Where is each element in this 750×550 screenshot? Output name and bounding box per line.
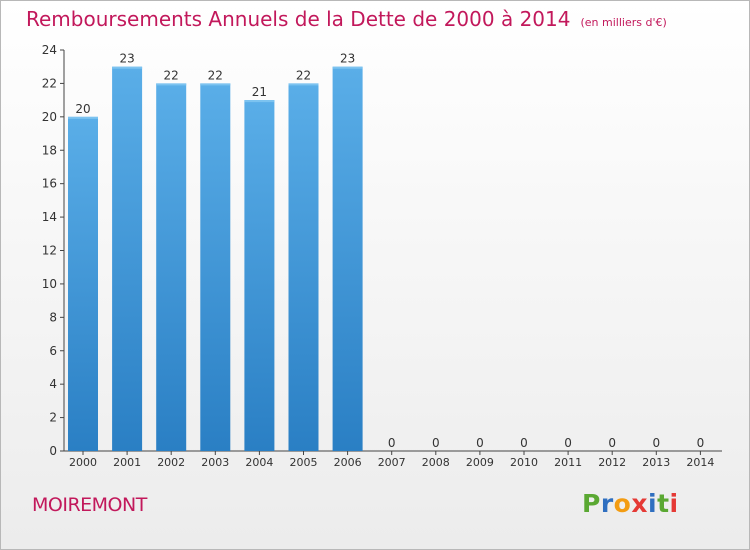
bar-highlight [332,66,363,69]
value-label: 0 [432,436,440,450]
bar-2006 [332,66,363,451]
logo-letter: P [582,489,601,518]
bar-2001 [112,66,143,451]
x-tick-label: 2008 [422,456,450,469]
bar-2000 [68,116,98,451]
x-tick-label: 2000 [69,456,97,469]
logo-letter: t [657,489,670,518]
x-tick-label: 2011 [554,456,582,469]
logo-letter: r [600,489,614,518]
y-tick-label: 12 [42,244,57,258]
value-label: 23 [119,52,134,66]
x-tick-label: 2004 [245,456,273,469]
y-tick-label: 0 [49,444,57,458]
bar-highlight [68,116,98,119]
value-label: 0 [520,436,528,450]
y-tick-label: 18 [42,143,57,157]
bar-2004 [244,100,275,451]
y-tick-label: 2 [49,411,57,425]
place-name: MOIREMONT [32,494,147,516]
logo-letter: i [669,489,679,518]
value-label: 22 [208,68,223,82]
x-axis: 2000 2001 2002 2003 2004 2005 2006 2007 2008 2009… [64,450,722,469]
y-tick-label: 24 [42,43,57,57]
x-tick-label: 2012 [598,456,626,469]
y-tick-label: 16 [42,177,57,191]
value-label: 0 [697,436,705,450]
y-tick-label: 8 [49,310,57,324]
bar-highlight [112,66,143,69]
value-label: 20 [75,102,90,116]
y-tick-label: 20 [42,110,57,124]
x-tick-label: 2001 [113,456,141,469]
x-tick-label: 2007 [378,456,406,469]
value-label: 0 [476,436,484,450]
value-label: 23 [340,52,355,66]
value-label: 22 [296,68,311,82]
x-tick-label: 2005 [290,456,318,469]
value-label: 0 [652,436,660,450]
bar-2005 [288,83,319,452]
value-label: 21 [252,85,267,99]
logo-letter: o [613,489,632,518]
bar-highlight [156,83,187,86]
value-label: 0 [388,436,396,450]
x-tick-label: 2014 [686,456,714,469]
bar-highlight [288,83,319,86]
bars [68,66,363,452]
chart-title: Remboursements Annuels de la Dette de 20… [26,7,667,31]
y-tick-label: 14 [42,210,57,224]
x-tick-label: 2013 [642,456,670,469]
x-tick-label: 2009 [466,456,494,469]
value-labels: 20 23 22 22 21 22 23 0 0 0 0 0 0 0 0 [75,52,704,450]
value-label: 0 [608,436,616,450]
value-label: 22 [164,68,179,82]
brand-logo: Proxiti [582,489,679,518]
y-tick-label: 4 [49,377,57,391]
bar-2002 [156,83,187,452]
x-tick-label: 2002 [157,456,185,469]
y-tick-label: 22 [42,76,57,90]
unit-note: (en milliers d'€) [580,16,667,29]
chart-title-text: Remboursements Annuels de la Dette de 20… [26,7,571,31]
y-tick-label: 6 [49,344,57,358]
x-tick-label: 2003 [201,456,229,469]
bar-highlight [244,100,275,103]
logo-letter: i [648,489,658,518]
value-label: 0 [564,436,572,450]
logo-letter: x [631,489,648,518]
y-tick-label: 10 [42,277,57,291]
bar-2003 [200,83,231,452]
bar-highlight [200,83,231,86]
x-tick-label: 2010 [510,456,538,469]
x-tick-label: 2006 [334,456,362,469]
